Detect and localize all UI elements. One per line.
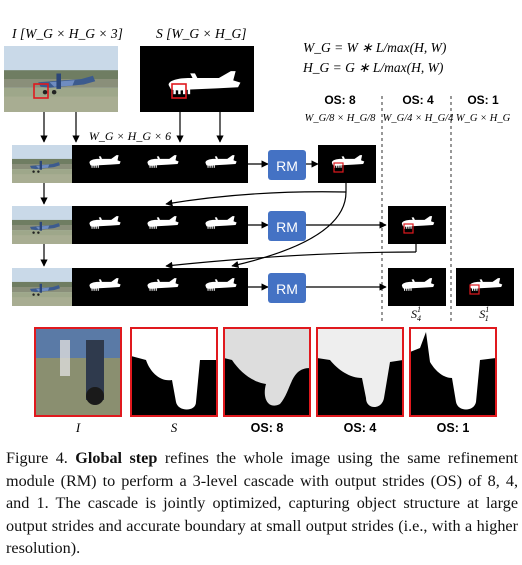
rm-label: RM <box>276 158 298 174</box>
stack-row-3 <box>12 268 248 306</box>
zoom-mask <box>131 328 217 416</box>
stride-dims-os4: W_G/4 × H_G/4 <box>383 113 454 124</box>
input-image <box>4 46 118 112</box>
zoom-os4 <box>317 328 403 416</box>
stride-header-os8: OS: 8 <box>324 93 356 107</box>
feedback-arrow <box>166 252 416 266</box>
formula-width: W_G = W ∗ L/max(H, W) <box>303 40 447 55</box>
stride-dims-os1: W_G × H_G <box>456 113 511 124</box>
stride-header-os1: OS: 1 <box>467 93 499 107</box>
mask-input-label: S [W_G × H_G] <box>156 26 247 41</box>
caption-title: Global step <box>75 449 157 467</box>
zoom-label-os4: OS: 4 <box>344 421 377 435</box>
output-os8 <box>318 145 376 183</box>
rm-label: RM <box>276 281 298 297</box>
caption-prefix: Figure 4. <box>6 449 68 467</box>
zoom-os8 <box>224 328 310 416</box>
zoom-os1 <box>410 328 496 416</box>
feedback-arrow <box>166 192 346 204</box>
image-input-label: I [W_G × H_G × 3] <box>11 26 123 41</box>
stack-row-1 <box>12 145 248 183</box>
stack-dims-label: W_G × H_G × 6 <box>89 129 171 143</box>
figure-caption: Figure 4. Global step refines the whole … <box>6 447 518 560</box>
output-label-s1: S1 1 <box>479 305 489 323</box>
rm-label: RM <box>276 219 298 235</box>
output-os4-intermediate <box>388 206 446 244</box>
output-os4 <box>388 268 446 306</box>
formula-height: H_G = G ∗ L/max(H, W) <box>302 60 444 75</box>
output-os1 <box>456 268 514 306</box>
input-mask <box>140 46 254 112</box>
cascade-diagram: I [W_G × H_G × 3] S [W_G × H_G] W_G = W … <box>0 0 522 440</box>
stride-dims-os8: W_G/8 × H_G/8 <box>305 113 376 124</box>
output-label-s4: S1 4 <box>411 305 421 323</box>
zoom-label-os1: OS: 1 <box>437 421 470 435</box>
stride-header-os4: OS: 4 <box>402 93 434 107</box>
zoom-label-os8: OS: 8 <box>251 421 284 435</box>
zoom-label-image: I <box>75 420 81 435</box>
stack-row-2 <box>12 206 248 244</box>
zoom-image <box>35 328 121 416</box>
zoom-label-mask: S <box>171 420 178 435</box>
